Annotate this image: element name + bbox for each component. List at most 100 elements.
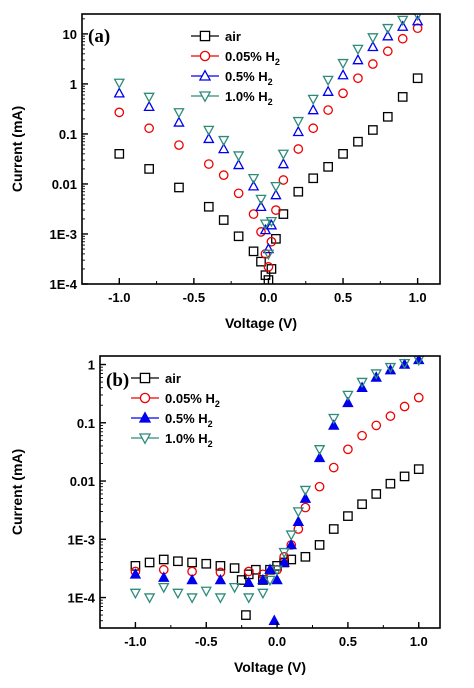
data-point [187, 557, 197, 568]
legend-label-main: air [165, 371, 181, 386]
data-point [215, 560, 226, 571]
data-point [314, 540, 325, 550]
data-point [218, 215, 229, 225]
x-tick-label: -1.0 [108, 290, 130, 305]
legend-label-main: 0.05% H [165, 391, 215, 406]
data-point [382, 111, 393, 122]
data-point [308, 123, 319, 134]
data-point [370, 371, 382, 382]
data-point [277, 149, 290, 161]
data-point [308, 173, 319, 184]
data-point [257, 573, 269, 585]
data-point [385, 478, 396, 489]
series-0 [114, 73, 423, 284]
legend-marker [139, 372, 151, 384]
data-point [313, 445, 326, 456]
data-point [285, 538, 297, 550]
data-point [271, 565, 283, 576]
data-point [292, 507, 305, 518]
legend-label: 0.5% H2 [165, 411, 213, 429]
data-point [384, 363, 397, 375]
data-point [201, 558, 212, 569]
data-point [256, 256, 266, 267]
data-point [343, 444, 353, 455]
legend-marker [138, 433, 152, 445]
legend-label: 1.0% H2 [225, 89, 273, 107]
data-point [299, 485, 312, 497]
legend-label: 0.5% H2 [225, 69, 273, 87]
legend-label-main: 0.5% H [225, 69, 268, 84]
legend-label-sub: 2 [268, 97, 273, 107]
legend-label-main: 0.5% H [165, 411, 208, 426]
data-point [299, 492, 312, 503]
data-point [200, 586, 212, 598]
data-point [255, 194, 267, 206]
legend-label-sub: 2 [208, 439, 213, 449]
data-point [248, 209, 259, 219]
data-point [293, 186, 304, 197]
legend-marker [198, 91, 212, 103]
data-point [144, 164, 154, 174]
data-point [214, 573, 227, 585]
legend-label-sub: 2 [268, 77, 273, 87]
y-tick-label: 0.01 [70, 474, 95, 489]
data-point [300, 551, 311, 562]
data-point [382, 23, 394, 35]
data-point [323, 161, 333, 172]
data-point [413, 392, 424, 403]
data-point [368, 125, 378, 135]
data-point [292, 125, 305, 137]
x-tick-label: -0.5 [183, 290, 205, 305]
data-point [250, 564, 261, 575]
series-3 [113, 14, 422, 261]
data-point [323, 105, 333, 115]
data-point [398, 359, 411, 370]
data-point [292, 515, 305, 527]
legend-item: 0.5% H2 [191, 69, 273, 87]
data-point [255, 200, 267, 212]
data-point [397, 33, 408, 44]
data-point [278, 209, 289, 219]
data-point [172, 588, 184, 600]
legend-marker [199, 50, 211, 62]
data-point [271, 573, 283, 585]
legend-label-sub: 2 [275, 57, 280, 67]
series-0 [130, 464, 424, 620]
data-point [396, 20, 409, 31]
y-tick-label: 10 [63, 27, 77, 42]
data-point [228, 583, 241, 594]
x-tick-label: 1.0 [410, 634, 428, 649]
data-point [384, 362, 397, 374]
data-point [243, 576, 255, 587]
plot-frame [99, 355, 441, 629]
data-point [338, 88, 348, 99]
x-axis-label: Voltage (V) [225, 315, 297, 331]
legend-item: 1.0% H2 [131, 431, 213, 449]
x-axis-label: Voltage (V) [234, 659, 306, 675]
data-point [314, 481, 325, 492]
y-axis-label: Current (mA) [9, 449, 25, 535]
data-point [385, 411, 396, 421]
data-point [353, 136, 363, 147]
data-point [233, 188, 244, 199]
y-tick-label: 1E-3 [50, 227, 77, 242]
data-point [367, 33, 379, 44]
data-point [236, 575, 247, 585]
legend-marker [198, 69, 212, 81]
x-tick-label: 0.5 [339, 634, 357, 649]
y-tick-label: 1E-4 [50, 277, 78, 292]
data-point [278, 547, 290, 559]
data-point [292, 116, 305, 128]
data-point [247, 173, 260, 185]
data-point [129, 568, 142, 579]
data-point [243, 593, 255, 604]
legend-item: air [191, 29, 241, 44]
data-point [263, 262, 274, 272]
data-point [338, 148, 348, 159]
legend-label-main: 1.0% H [225, 89, 268, 104]
data-point [328, 462, 339, 473]
legend-item: 1.0% H2 [191, 89, 273, 107]
x-tick-label: -1.0 [124, 634, 146, 649]
